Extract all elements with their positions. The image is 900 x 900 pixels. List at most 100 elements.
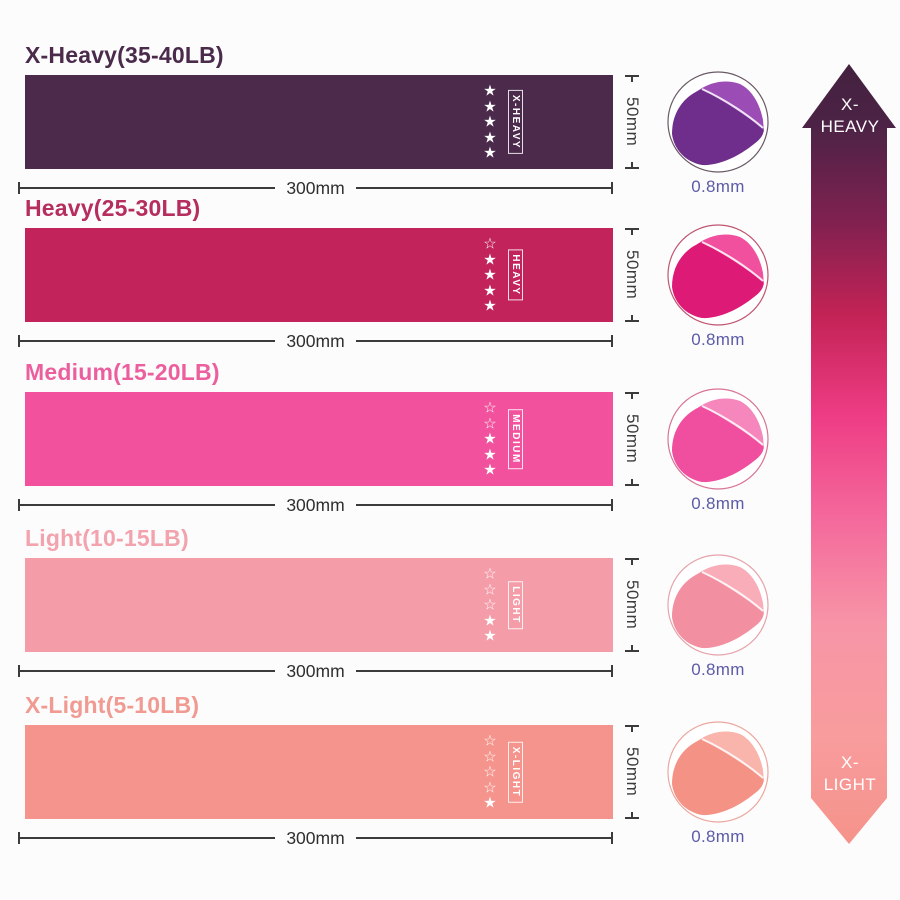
band-row-x-light: X-Light(5-10LB) ☆ ☆ ☆ ☆ ★ X-LIGHT 50mm 3… xyxy=(18,691,650,848)
band-row-light: Light(10-15LB) ☆ ☆ ☆ ★ ★ LIGHT 50mm 300m… xyxy=(18,524,650,681)
dimension-tick-icon xyxy=(625,811,639,819)
width-label: 300mm xyxy=(286,494,345,515)
dimension-tick-icon xyxy=(611,499,614,511)
dimension-tick-icon xyxy=(625,75,639,82)
band-title: X-Light(5-10LB) xyxy=(25,692,200,718)
band-title: Light(10-15LB) xyxy=(25,525,189,551)
dimension-tick-icon xyxy=(18,335,20,347)
star-rating: ☆ ☆ ☆ ☆ ★ xyxy=(483,732,497,812)
band-tag-label: MEDIUM xyxy=(508,409,523,469)
dimension-tick-icon xyxy=(611,335,614,347)
band-tag-label: HEAVY xyxy=(508,249,523,301)
width-label: 300mm xyxy=(286,177,345,198)
dimension-tick-icon xyxy=(18,182,20,194)
folded-band-icon xyxy=(667,721,769,823)
dimension-tick-icon xyxy=(625,478,639,486)
star-rating: ☆ ☆ ★ ★ ★ xyxy=(483,399,497,479)
arrow-top-label-line2: HEAVY xyxy=(820,117,880,136)
folded-band-icon xyxy=(667,554,769,656)
band-title: Medium(15-20LB) xyxy=(25,359,220,385)
width-dimension: 300mm xyxy=(18,828,614,848)
width-label: 300mm xyxy=(286,827,345,848)
band-and-height-dim: ☆ ★ ★ ★ ★ HEAVY 50mm xyxy=(25,228,650,322)
height-label: 50mm xyxy=(623,747,642,797)
dimension-tick-icon xyxy=(625,644,639,652)
dimension-line xyxy=(355,837,612,839)
dimension-tick-icon xyxy=(625,161,639,169)
height-label: 50mm xyxy=(623,580,642,630)
dimension-tick-icon xyxy=(625,558,639,565)
band-tag-label: X-HEAVY xyxy=(508,89,523,155)
width-dimension: 300mm xyxy=(18,331,614,351)
folded-band-icon xyxy=(667,224,769,326)
height-dimension: 50mm xyxy=(622,228,642,322)
band-tag-label: X-LIGHT xyxy=(508,741,523,803)
folded-band-icon xyxy=(667,388,769,490)
dimension-tick-icon xyxy=(18,499,20,511)
resistance-scale-arrow xyxy=(802,64,896,844)
thickness-photo-x-light: 0.8mm xyxy=(664,720,772,847)
width-label: 300mm xyxy=(286,330,345,351)
thickness-label: 0.8mm xyxy=(691,827,745,846)
band-title: X-Heavy(35-40LB) xyxy=(25,42,224,68)
dimension-tick-icon xyxy=(611,832,614,844)
thickness-photo-medium: 0.8mm xyxy=(664,387,772,514)
dimension-tick-icon xyxy=(625,314,639,322)
width-dimension: 300mm xyxy=(18,178,614,198)
band-swatch: ☆ ★ ★ ★ ★ HEAVY xyxy=(25,228,613,322)
dimension-tick-icon xyxy=(18,665,20,677)
star-rating: ☆ ★ ★ ★ ★ xyxy=(483,235,497,315)
band-swatch: ☆ ☆ ☆ ☆ ★ X-LIGHT xyxy=(25,725,613,819)
thickness-photo-heavy: 0.8mm xyxy=(664,223,772,350)
dimension-line xyxy=(20,670,276,672)
thickness-label: 0.8mm xyxy=(691,330,745,349)
band-row-heavy: Heavy(25-30LB) ☆ ★ ★ ★ ★ HEAVY 50mm 300m… xyxy=(18,194,650,351)
arrow-bottom-label-line1: X- xyxy=(841,753,859,772)
arrow-top-label-line1: X- xyxy=(841,95,859,114)
dimension-line xyxy=(20,504,276,506)
folded-band-icon xyxy=(667,71,769,173)
band-and-height-dim: ☆ ☆ ★ ★ ★ MEDIUM 50mm xyxy=(25,392,650,486)
width-dimension: 300mm xyxy=(18,661,614,681)
band-swatch: ★ ★ ★ ★ ★ X-HEAVY xyxy=(25,75,613,169)
dimension-line xyxy=(355,670,612,672)
dimension-tick-icon xyxy=(18,832,20,844)
dimension-tick-icon xyxy=(611,665,614,677)
dimension-line xyxy=(20,340,276,342)
band-and-height-dim: ★ ★ ★ ★ ★ X-HEAVY 50mm xyxy=(25,75,650,169)
band-swatch: ☆ ☆ ★ ★ ★ MEDIUM xyxy=(25,392,613,486)
star-rating: ★ ★ ★ ★ ★ xyxy=(483,82,497,162)
arrow-bottom-label: X- LIGHT xyxy=(802,752,898,796)
height-label: 50mm xyxy=(623,97,642,147)
dimension-line xyxy=(20,837,276,839)
dimension-tick-icon xyxy=(625,392,639,399)
arrow-bottom-label-line2: LIGHT xyxy=(823,775,877,794)
dimension-tick-icon xyxy=(625,725,639,732)
width-label: 300mm xyxy=(286,660,345,681)
thickness-label: 0.8mm xyxy=(691,494,745,513)
thickness-photo-light: 0.8mm xyxy=(664,553,772,680)
thickness-label: 0.8mm xyxy=(691,177,745,196)
dimension-line xyxy=(355,340,612,342)
dimension-line xyxy=(355,504,612,506)
band-row-x-heavy: X-Heavy(35-40LB) ★ ★ ★ ★ ★ X-HEAVY 50mm … xyxy=(18,41,650,198)
arrow-top-label: X- HEAVY xyxy=(802,94,898,138)
thickness-label: 0.8mm xyxy=(691,660,745,679)
dimension-tick-icon xyxy=(611,182,614,194)
band-tag-label: LIGHT xyxy=(508,581,523,629)
band-and-height-dim: ☆ ☆ ☆ ★ ★ LIGHT 50mm xyxy=(25,558,650,652)
band-title: Heavy(25-30LB) xyxy=(25,195,201,221)
thickness-photo-x-heavy: 0.8mm xyxy=(664,70,772,197)
height-dimension: 50mm xyxy=(622,392,642,486)
dimension-tick-icon xyxy=(625,228,639,235)
dimension-line xyxy=(355,187,612,189)
band-swatch: ☆ ☆ ☆ ★ ★ LIGHT xyxy=(25,558,613,652)
band-and-height-dim: ☆ ☆ ☆ ☆ ★ X-LIGHT 50mm xyxy=(25,725,650,819)
band-row-medium: Medium(15-20LB) ☆ ☆ ★ ★ ★ MEDIUM 50mm 30… xyxy=(18,358,650,515)
height-dimension: 50mm xyxy=(622,558,642,652)
height-dimension: 50mm xyxy=(622,75,642,169)
height-label: 50mm xyxy=(623,414,642,464)
height-label: 50mm xyxy=(623,250,642,300)
height-dimension: 50mm xyxy=(622,725,642,819)
